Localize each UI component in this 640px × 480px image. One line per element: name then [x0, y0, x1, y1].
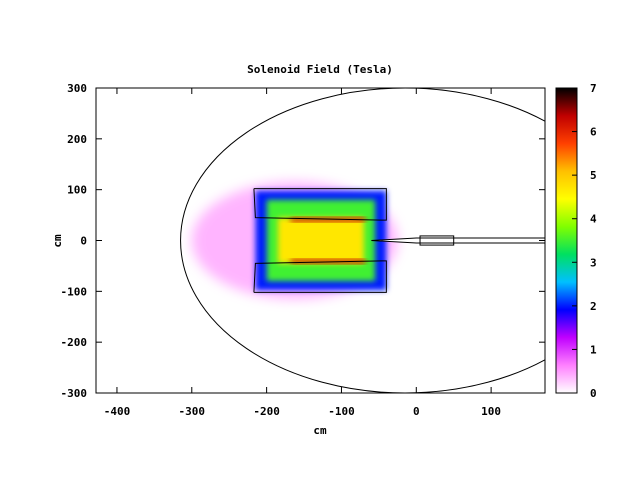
y-tick-label: -100: [61, 285, 88, 298]
field-hotspot-1: [290, 217, 366, 222]
colorbar-tick-label: 4: [590, 213, 597, 226]
y-tick-label: 0: [80, 235, 87, 248]
colorbar-tick-label: 2: [590, 300, 597, 313]
y-axis: -300 -200 -100 0 100 200 300: [61, 82, 545, 400]
x-tick-label: 0: [413, 405, 420, 418]
y-axis-label: cm: [51, 234, 64, 248]
y-tick-label: 100: [67, 184, 87, 197]
y-tick-label: -200: [61, 336, 88, 349]
x-axis-label: cm: [313, 424, 327, 437]
colorbar-fill: [556, 88, 577, 393]
field-map: [191, 182, 398, 299]
colorbar-tick-label: 5: [590, 169, 597, 182]
x-axis: -400 -300 -200 -100 0 100: [104, 88, 501, 418]
colorbar: 0 1 2 3 4 5 6 7: [555, 82, 597, 400]
colorbar-frame: [555, 87, 578, 394]
x-tick-label: -100: [328, 405, 355, 418]
x-tick-label: -400: [104, 405, 131, 418]
colorbar-tick-label: 7: [590, 82, 597, 95]
chart-title: Solenoid Field (Tesla): [247, 63, 393, 76]
coil-outline-lower: [253, 260, 387, 293]
field-hotspot-2: [290, 259, 366, 264]
x-tick-label: -300: [179, 405, 206, 418]
colorbar-tick-label: 1: [590, 343, 597, 356]
boundary-ellipse: [180, 88, 545, 393]
colorbar-ticks: 0 1 2 3 4 5 6 7: [572, 82, 597, 400]
y-tick-label: 300: [67, 82, 87, 95]
geometry-overlay: [180, 88, 545, 393]
y-tick-label: -300: [61, 387, 88, 400]
beam-pipe: [371, 237, 545, 244]
x-tick-label: 100: [481, 405, 501, 418]
coil-outline-upper: [253, 188, 387, 221]
beam-pipe-flange: [419, 235, 455, 246]
y-tick-label: 200: [67, 133, 87, 146]
colorbar-tick-label: 3: [590, 256, 597, 269]
plot-area: [180, 88, 545, 393]
field-region-core: [277, 217, 364, 264]
colorbar-tick-label: 6: [590, 126, 597, 139]
colorbar-tick-label: 0: [590, 387, 597, 400]
x-tick-label: -200: [253, 405, 280, 418]
